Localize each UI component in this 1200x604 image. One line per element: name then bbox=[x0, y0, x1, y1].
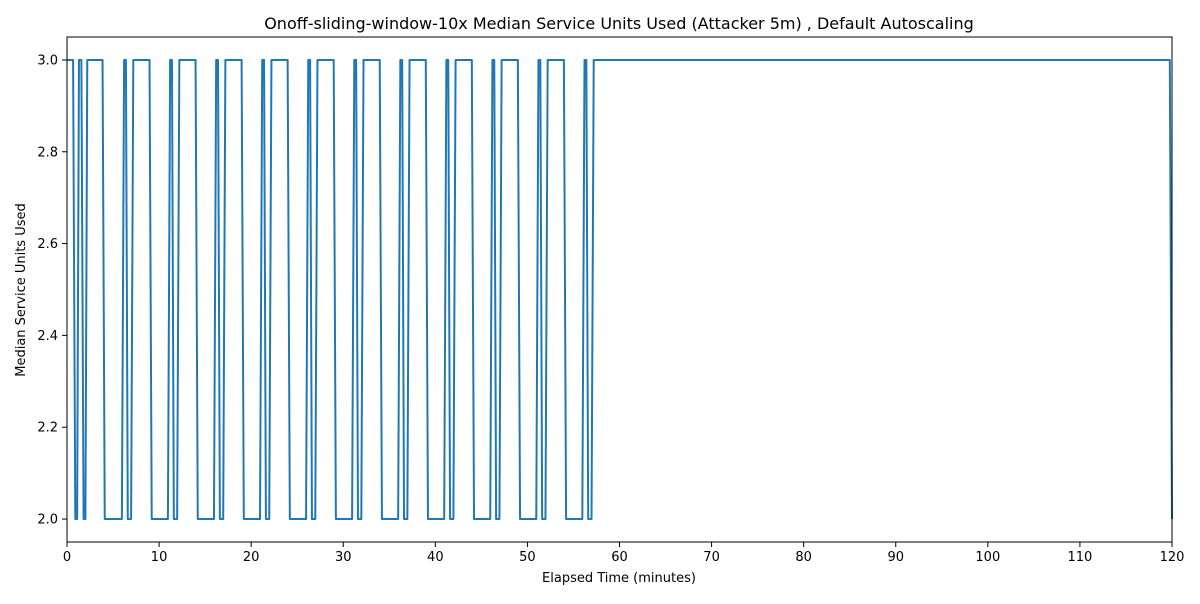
x-tick-label: 10 bbox=[151, 550, 168, 565]
x-tick-label: 50 bbox=[519, 550, 536, 565]
x-tick-label: 90 bbox=[887, 550, 904, 565]
y-axis: 2.0 2.2 2.4 2.6 2.8 3.0 bbox=[37, 53, 67, 528]
x-tick-label: 0 bbox=[63, 550, 71, 565]
x-tick-label: 110 bbox=[1068, 550, 1093, 565]
x-tick-label: 80 bbox=[795, 550, 812, 565]
series-line bbox=[67, 58, 1173, 521]
plot-area bbox=[67, 58, 1173, 521]
y-tick-label: 2.8 bbox=[37, 145, 58, 160]
x-tick-label: 40 bbox=[427, 550, 444, 565]
x-tick-label: 20 bbox=[243, 550, 260, 565]
y-tick-label: 3.0 bbox=[37, 53, 58, 68]
x-tick-label: 70 bbox=[703, 550, 720, 565]
x-tick-label: 100 bbox=[975, 550, 1000, 565]
chart-title: Onoff-sliding-window-10x Median Service … bbox=[264, 14, 974, 33]
y-tick-label: 2.0 bbox=[37, 513, 58, 528]
x-tick-label: 120 bbox=[1160, 550, 1185, 565]
plot-frame bbox=[66, 36, 1173, 543]
y-tick-label: 2.4 bbox=[37, 329, 58, 344]
x-tick-label: 60 bbox=[611, 550, 628, 565]
y-tick-label: 2.2 bbox=[37, 421, 58, 436]
y-axis-label: Median Service Units Used bbox=[14, 203, 29, 377]
x-tick-label: 30 bbox=[335, 550, 352, 565]
x-axis-label: Elapsed Time (minutes) bbox=[542, 571, 696, 586]
y-tick-label: 2.6 bbox=[37, 237, 58, 252]
x-axis: 0 10 20 30 40 50 60 70 80 90 100 110 120 bbox=[63, 542, 1185, 565]
